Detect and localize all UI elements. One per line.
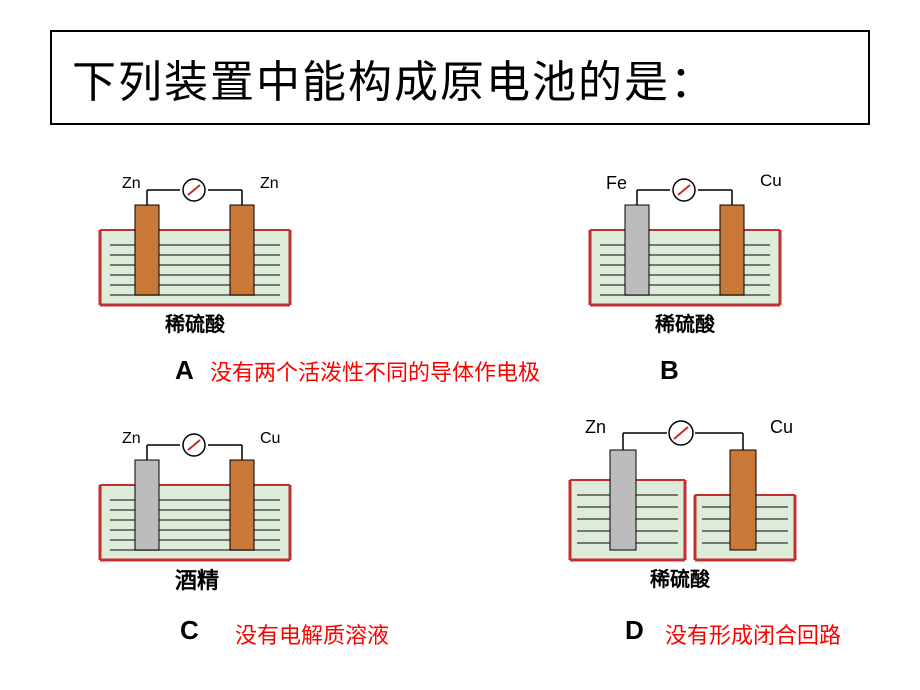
- b-right-label: Cu: [760, 171, 782, 191]
- a-solution-label: 稀硫酸: [165, 308, 225, 337]
- a-right-label: Zn: [260, 175, 279, 193]
- d-right-label: Cu: [770, 417, 793, 438]
- option-a: Zn Zn 稀硫酸: [80, 175, 310, 340]
- label-a: A: [175, 355, 194, 386]
- option-c: Zn Cu 酒精: [80, 430, 310, 595]
- a-left-label: Zn: [122, 175, 141, 193]
- label-d: D: [625, 615, 644, 646]
- note-a: 没有两个活泼性不同的导体作电极: [210, 355, 540, 387]
- page-title: 下列装置中能构成原电池的是：: [72, 46, 716, 110]
- note-c: 没有电解质溶液: [235, 618, 389, 650]
- note-d: 没有形成闭合回路: [665, 618, 841, 650]
- b-left-label: Fe: [606, 173, 627, 194]
- d-left-label: Zn: [585, 417, 606, 438]
- c-right-label: Cu: [260, 430, 280, 448]
- option-b: Fe Cu 稀硫酸: [570, 175, 800, 340]
- c-solution-label: 酒精: [175, 563, 219, 595]
- c-left-label: Zn: [122, 430, 141, 448]
- label-c: C: [180, 615, 199, 646]
- title-container: 下列装置中能构成原电池的是：: [50, 30, 870, 125]
- option-d: Zn Cu 稀硫酸: [555, 415, 815, 595]
- d-solution-label: 稀硫酸: [650, 563, 710, 592]
- label-b: B: [660, 355, 679, 386]
- b-solution-label: 稀硫酸: [655, 308, 715, 337]
